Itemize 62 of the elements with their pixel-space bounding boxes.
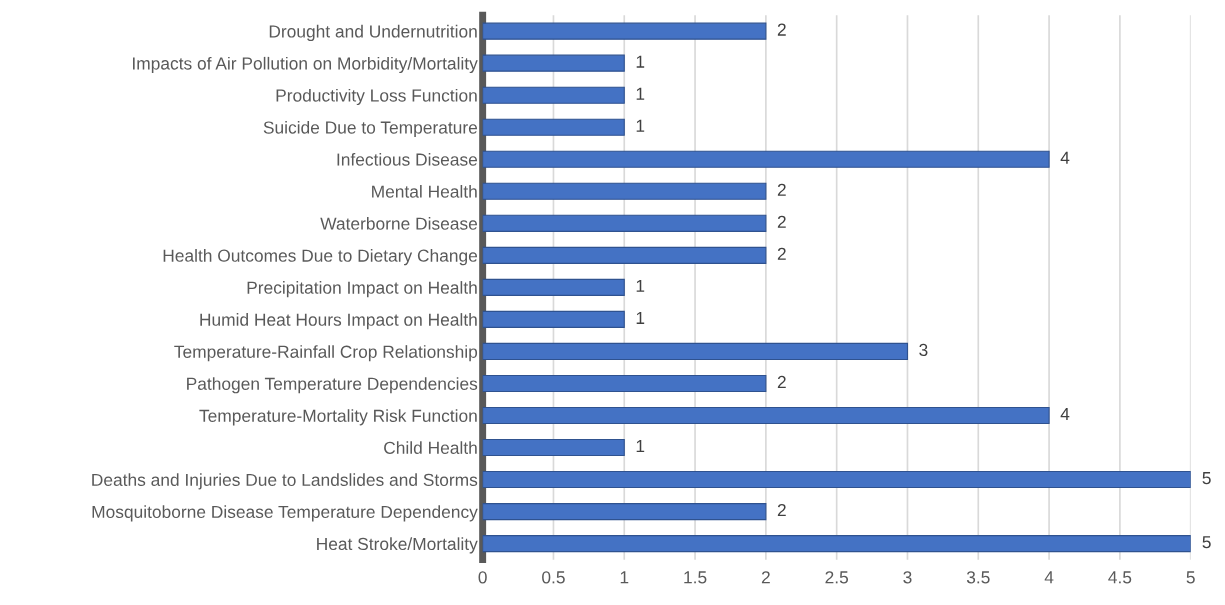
data-label: 1 [636,440,645,453]
y-tick-label: Health Outcomes Due to Dietary Change [163,249,478,266]
y-tick-label: Productivity Loss Function [276,88,477,106]
data-label: 2 [777,503,786,517]
y-tick-label: Waterborne Disease [320,217,478,230]
bar [482,406,1050,425]
bar [482,118,625,136]
data-label: 5 [1202,536,1211,549]
y-tick-label: Mental Health [372,185,477,198]
data-label: 1 [636,55,645,68]
bar [482,503,767,521]
bar [482,86,625,104]
bar [482,150,1050,168]
data-label: 1 [636,87,645,100]
y-tick-label: Temperature-Mortality Risk Function [199,409,477,426]
y-tick-label: Humid Heat Hours Impact on Health [200,313,477,330]
bar [482,342,909,360]
y-tick-label: Heat Stroke/Mortality [317,537,478,554]
bar [482,182,767,200]
bar [482,374,767,393]
data-label: 2 [777,375,786,388]
x-tick-label: 3 [903,571,912,584]
bar [482,278,625,296]
x-tick-label: 0 [478,571,487,584]
data-label: 4 [1060,408,1070,420]
y-tick-label: Impacts of Air Pollution on Morbidity/Mortality [133,56,478,74]
bar [482,54,625,72]
x-tick-label: 4 [1044,571,1054,584]
y-tick-label: Child Health [384,441,477,454]
x-tick-label: 2 [761,571,770,584]
y-tick-label: Mosquitoborne Disease Temperature Dependency [92,505,478,522]
y-tick-label: Drought and Undernutrition [269,24,477,42]
data-label: 2 [777,247,786,260]
data-label: 1 [636,311,645,324]
bar [482,22,767,40]
data-label: 2 [777,23,786,36]
x-tick-label: 1 [620,571,629,584]
data-label: 3 [919,343,928,357]
data-label: 4 [1060,151,1070,164]
x-tick-label: 5 [1186,571,1195,584]
data-label: 5 [1202,472,1211,485]
y-tick-label: Deaths and Injuries Due to Landslides and Storms [92,473,478,490]
x-tick-label: 1.5 [684,571,707,584]
y-tick-label: Pathogen Temperature Dependencies [187,377,478,394]
y-tick-label: Suicide Due to Temperature [263,120,478,138]
bar [482,438,625,457]
y-tick-label: Temperature-Rainfall Crop Relationship [174,345,478,362]
bar [482,310,625,328]
bar [482,246,767,264]
data-label: 1 [636,119,645,132]
y-tick-label: Precipitation Impact on Health [247,281,477,298]
x-tick-label: 2.5 [825,571,849,584]
bar [482,470,1191,489]
bar [482,535,1191,553]
x-tick-label: 3.5 [966,571,990,584]
data-label: 2 [777,215,786,228]
data-label: 2 [777,183,786,196]
x-tick-label: 0.5 [542,571,565,584]
x-tick-label: 4.5 [1108,571,1132,584]
data-label: 1 [636,279,645,292]
bar [482,214,767,232]
y-tick-label: Infectious Disease [337,152,478,166]
